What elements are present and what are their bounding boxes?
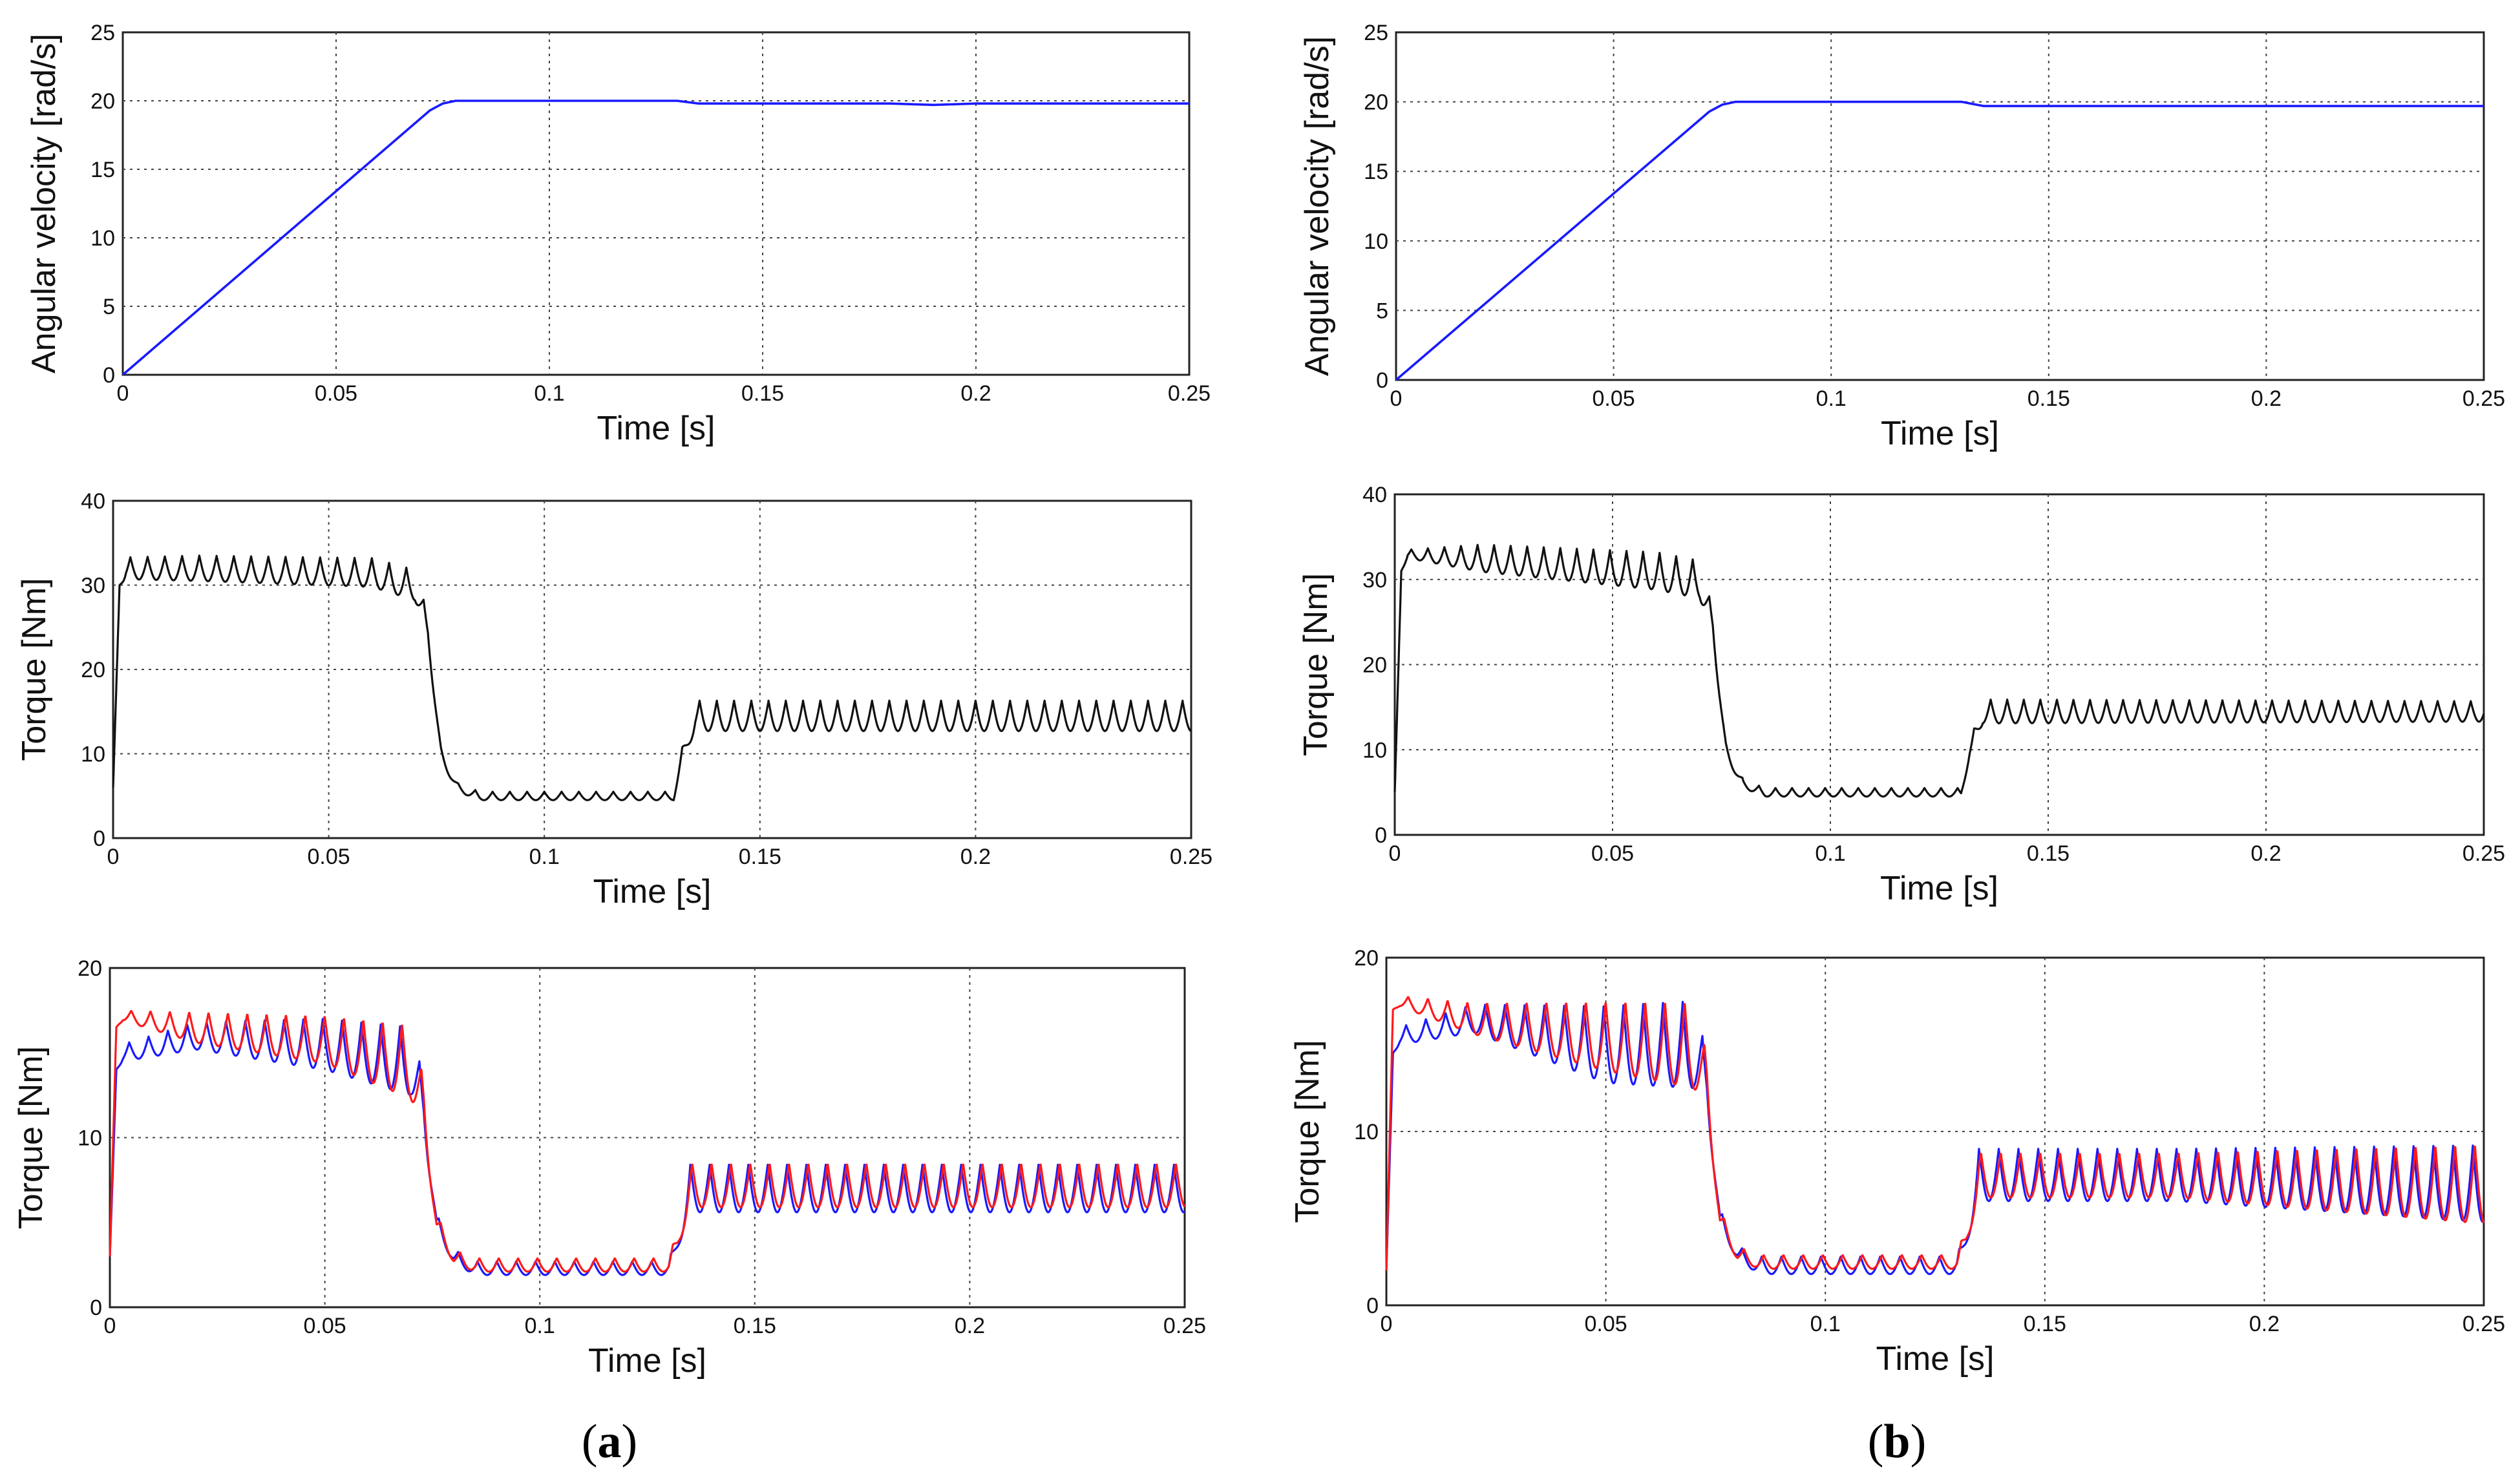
series-line xyxy=(112,554,1192,801)
chart-a3: 0 0.05 0.1 0.15 0.2 0.25 0 10 20 Time [s] Torque [… xyxy=(12,956,1206,1380)
x-tick-label: 0 xyxy=(104,1314,116,1338)
x-tick-label: 0.1 xyxy=(1810,1312,1841,1336)
x-axis-label: Time [s] xyxy=(1881,415,1999,452)
x-axis-label: Time [s] xyxy=(597,410,715,447)
y-axis-label: Torque [Nm] xyxy=(12,1046,50,1229)
y-tick-label: 0 xyxy=(1376,368,1388,393)
chart-b1: 0 0.05 0.1 0.15 0.2 0.25 0 5 10 15 20 25 Time [s] Ang… xyxy=(1298,21,2505,452)
plot-area xyxy=(109,967,1186,1309)
x-tick-label: 0.15 xyxy=(2027,841,2070,866)
y-tick-label: 20 xyxy=(78,956,102,981)
y-tick-label: 10 xyxy=(78,1126,102,1151)
series-line xyxy=(1385,996,2485,1271)
x-tick-label: 0 xyxy=(1390,386,1403,411)
x-tick-label: 0.05 xyxy=(304,1314,346,1338)
x-tick-label: 0.25 xyxy=(2462,1312,2505,1336)
x-tick-label: 0 xyxy=(1389,841,1401,866)
y-tick-label: 20 xyxy=(90,89,115,114)
caption-a: (a) xyxy=(582,1415,637,1468)
plot-area xyxy=(1395,31,2485,381)
y-tick-label: 10 xyxy=(1362,738,1387,763)
y-tick-label: 5 xyxy=(1376,299,1388,323)
y-tick-label: 0 xyxy=(103,363,115,388)
x-tick-label: 0.05 xyxy=(1591,841,1634,866)
x-axis-label: Time [s] xyxy=(1876,1340,1995,1378)
chart-a1: 0 0.05 0.1 0.15 0.2 0.25 0 5 10 15 20 25 Time [s] Ang… xyxy=(25,21,1211,447)
x-tick-label: 0.2 xyxy=(960,845,991,869)
series-line xyxy=(109,1010,1186,1273)
x-tick-label: 0.1 xyxy=(534,381,564,406)
y-tick-label: 20 xyxy=(1354,946,1379,971)
y-tick-label: 25 xyxy=(90,21,115,45)
y-tick-label: 10 xyxy=(1364,229,1388,254)
y-axis-label: Torque [Nm] xyxy=(16,578,53,761)
x-tick-label: 0.15 xyxy=(2028,386,2070,411)
x-tick-label: 0.05 xyxy=(1585,1312,1627,1336)
y-tick-label: 5 xyxy=(103,295,115,319)
x-tick-label: 0.2 xyxy=(2251,386,2282,411)
x-tick-label: 0.1 xyxy=(529,845,560,869)
y-tick-label: 25 xyxy=(1364,21,1388,45)
x-tick-label: 0.2 xyxy=(2249,1312,2280,1336)
x-tick-label: 0.15 xyxy=(741,381,784,406)
x-tick-label: 0.2 xyxy=(2250,841,2281,866)
y-tick-label: 0 xyxy=(90,1296,102,1320)
x-axis-label: Time [s] xyxy=(593,873,712,910)
y-axis-label: Torque [Nm] xyxy=(1297,573,1335,756)
series-line xyxy=(1395,100,2485,381)
x-tick-label: 0.1 xyxy=(525,1314,555,1338)
y-axis-label: Angular velocity [rad/s] xyxy=(25,34,63,373)
y-tick-label: 30 xyxy=(1362,568,1387,593)
x-tick-label: 0.2 xyxy=(960,381,991,406)
y-tick-label: 10 xyxy=(1354,1120,1379,1144)
y-tick-label: 15 xyxy=(90,158,115,182)
plot-area xyxy=(122,31,1191,376)
x-tick-label: 0.1 xyxy=(1816,386,1847,411)
x-axis-label: Time [s] xyxy=(588,1342,706,1380)
x-tick-label: 0 xyxy=(107,845,120,869)
y-tick-label: 10 xyxy=(81,742,105,767)
x-tick-label: 0.15 xyxy=(2024,1312,2066,1336)
chart-b3: 0 0.05 0.1 0.15 0.2 0.25 0 10 20 Time [s] Torque [… xyxy=(1289,946,2505,1378)
chart-b2: 0 0.05 0.1 0.15 0.2 0.25 0 10 20 30 40 Time [s] Torq… xyxy=(1297,483,2505,907)
y-tick-label: 40 xyxy=(1362,483,1387,507)
y-tick-label: 0 xyxy=(93,826,105,851)
plot-area xyxy=(112,500,1192,839)
chart-a2: 0 0.05 0.1 0.15 0.2 0.25 0 10 20 30 40 Time [s] Torq… xyxy=(16,489,1212,910)
x-tick-label: 0 xyxy=(117,381,129,406)
x-tick-label: 0.25 xyxy=(2462,841,2505,866)
y-tick-label: 15 xyxy=(1364,160,1388,184)
x-tick-label: 0.05 xyxy=(315,381,357,406)
series-line xyxy=(1393,543,2485,798)
y-tick-label: 20 xyxy=(1364,90,1388,115)
x-tick-label: 0.25 xyxy=(1163,1314,1206,1338)
y-axis-label: Angular velocity [rad/s] xyxy=(1298,36,1336,376)
x-tick-label: 0.15 xyxy=(734,1314,776,1338)
y-axis-label: Torque [Nm] xyxy=(1289,1040,1326,1223)
y-tick-label: 40 xyxy=(81,489,105,514)
x-tick-label: 0.25 xyxy=(1168,381,1211,406)
x-tick-label: 0.05 xyxy=(308,845,350,869)
y-tick-label: 0 xyxy=(1375,823,1387,848)
y-tick-label: 20 xyxy=(1362,653,1387,678)
x-tick-label: 0.05 xyxy=(1593,386,1635,411)
x-axis-label: Time [s] xyxy=(1880,870,1998,907)
y-tick-label: 0 xyxy=(1366,1294,1379,1318)
x-tick-label: 0.2 xyxy=(955,1314,985,1338)
series-line xyxy=(122,100,1191,376)
y-tick-label: 30 xyxy=(81,574,105,598)
x-tick-label: 0.25 xyxy=(1170,845,1212,869)
caption-b: (b) xyxy=(1868,1415,1926,1468)
x-tick-label: 0.1 xyxy=(1815,841,1845,866)
y-tick-label: 10 xyxy=(90,226,115,251)
x-tick-label: 0 xyxy=(1381,1312,1393,1336)
x-tick-label: 0.15 xyxy=(739,845,781,869)
y-tick-label: 20 xyxy=(81,658,105,682)
x-tick-label: 0.25 xyxy=(2462,386,2505,411)
